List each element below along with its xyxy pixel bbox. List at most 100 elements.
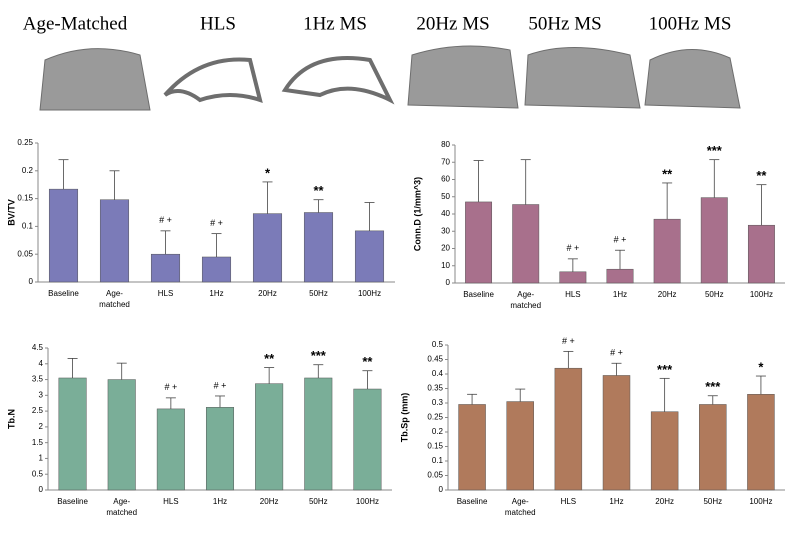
- significance-label: # +: [566, 243, 579, 253]
- x-tick-label: 100Hz: [750, 290, 773, 299]
- y-tick-label: 3: [39, 390, 44, 399]
- bone-image: [281, 56, 395, 105]
- bar: [458, 404, 486, 491]
- bar: [700, 197, 728, 284]
- x-tick-label: HLS: [565, 290, 581, 299]
- panel-label: 100Hz MS: [649, 13, 732, 34]
- significance-label: ***: [705, 379, 721, 394]
- y-tick-label: 0: [29, 277, 34, 286]
- y-axis-label: Tb.N: [6, 409, 16, 429]
- bar: [559, 271, 587, 284]
- y-tick-label: 0: [446, 278, 451, 287]
- x-tick-label: Baseline: [457, 497, 488, 506]
- bar: [606, 268, 634, 284]
- bar: [303, 212, 334, 283]
- panel-label: 50Hz MS: [528, 13, 601, 34]
- bar: [650, 411, 679, 491]
- x-tick-label: HLS: [561, 497, 577, 506]
- error-bar: [567, 258, 578, 272]
- bar: [150, 253, 181, 283]
- bar: [201, 256, 232, 283]
- significance-label: # +: [164, 382, 177, 392]
- y-tick-label: 1: [39, 454, 44, 463]
- bar: [512, 204, 540, 284]
- y-tick-label: 0.1: [22, 222, 34, 231]
- significance-label: **: [662, 166, 673, 181]
- significance-label: **: [313, 183, 324, 198]
- error-bar: [755, 375, 766, 395]
- y-tick-label: 40: [441, 209, 450, 218]
- significance-label: ***: [707, 143, 723, 158]
- y-tick-label: 20: [441, 244, 450, 253]
- x-tick-label: Age-matched: [510, 290, 541, 310]
- error-bar: [364, 202, 375, 231]
- y-tick-label: 0.5: [32, 469, 44, 478]
- x-tick-label: 20Hz: [658, 290, 677, 299]
- error-bar: [563, 350, 574, 369]
- y-tick-label: 10: [441, 261, 450, 270]
- error-bar: [109, 170, 120, 200]
- y-tick-label: 0: [39, 485, 44, 494]
- error-bar: [211, 233, 222, 257]
- y-axis-label: BV/TV: [6, 199, 16, 226]
- significance-label: ***: [657, 362, 673, 377]
- panel-label: 20Hz MS: [416, 13, 489, 34]
- x-tick-label: 50Hz: [309, 497, 328, 506]
- bar: [353, 388, 382, 491]
- x-tick-label: 50Hz: [705, 290, 724, 299]
- error-bar: [160, 230, 171, 255]
- y-tick-label: 0.05: [17, 249, 33, 258]
- bone-image: [39, 48, 151, 111]
- significance-label: *: [265, 165, 271, 180]
- error-bar: [662, 182, 673, 220]
- bar: [653, 218, 681, 284]
- y-tick-label: 2: [39, 422, 44, 431]
- error-bar: [262, 181, 273, 214]
- x-tick-label: 20Hz: [258, 289, 277, 298]
- y-tick-label: 0.3: [432, 398, 444, 407]
- bar: [602, 375, 631, 491]
- error-bar: [520, 159, 531, 205]
- y-tick-label: 1.5: [32, 438, 44, 447]
- y-tick-label: 30: [441, 226, 450, 235]
- y-tick-label: 0.25: [427, 413, 443, 422]
- bar: [58, 377, 87, 491]
- significance-label: # +: [614, 235, 627, 245]
- y-tick-label: 0.25: [17, 138, 33, 147]
- error-bar: [467, 393, 478, 405]
- y-tick-label: 0.15: [17, 194, 33, 203]
- bar: [304, 377, 333, 491]
- error-bar: [362, 370, 373, 390]
- bar: [107, 379, 136, 491]
- x-tick-label: 1Hz: [209, 289, 223, 298]
- significance-label: ***: [311, 348, 327, 363]
- x-tick-label: Baseline: [48, 289, 79, 298]
- y-tick-label: 0.1: [432, 456, 444, 465]
- y-tick-label: 3.5: [32, 375, 44, 384]
- x-tick-label: 1Hz: [613, 290, 627, 299]
- error-bar: [515, 388, 526, 402]
- bar: [699, 404, 727, 491]
- bar: [465, 201, 493, 284]
- error-bar: [215, 395, 225, 408]
- x-tick-label: Baseline: [57, 497, 88, 506]
- bar: [747, 394, 775, 491]
- x-tick-label: 100Hz: [749, 497, 772, 506]
- error-bar: [707, 395, 718, 405]
- y-tick-label: 50: [441, 192, 450, 201]
- bar: [99, 199, 130, 283]
- significance-label: # +: [610, 348, 623, 358]
- y-tick-label: 2.5: [32, 406, 44, 415]
- error-bar: [615, 249, 625, 270]
- significance-label: # +: [562, 336, 575, 346]
- x-tick-label: 20Hz: [260, 497, 279, 506]
- x-tick-label: Age-matched: [99, 289, 130, 309]
- significance-label: **: [264, 351, 275, 366]
- significance-label: *: [758, 359, 764, 374]
- x-tick-label: 50Hz: [309, 289, 328, 298]
- bar: [205, 407, 235, 491]
- y-tick-label: 60: [441, 175, 450, 184]
- bar: [506, 401, 534, 491]
- x-tick-label: 20Hz: [655, 497, 674, 506]
- significance-label: # +: [210, 218, 223, 228]
